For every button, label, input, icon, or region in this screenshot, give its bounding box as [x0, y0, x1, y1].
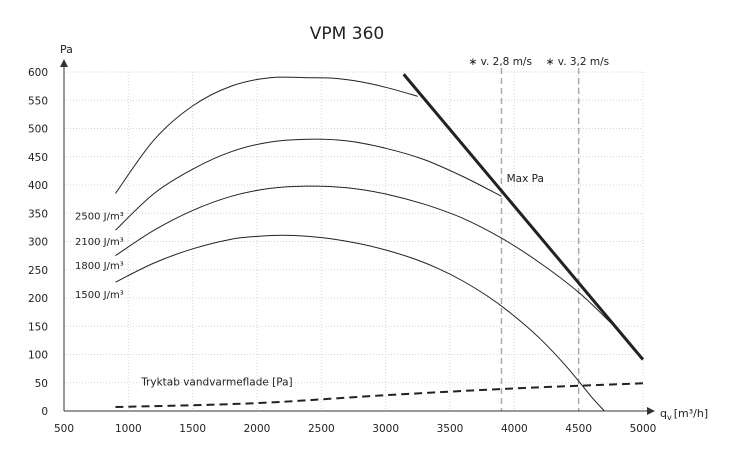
x-axis-label-main: q [660, 407, 667, 420]
y-tick-label: 400 [28, 180, 48, 192]
series-label-2: 2100 J/m³ [75, 237, 124, 248]
series-labels: 2500 J/m³ 2100 J/m³ 1800 J/m³ 1500 J/m³ [75, 212, 124, 302]
x-tick-label: 500 [54, 423, 74, 435]
series-label-1: 2500 J/m³ [75, 212, 124, 223]
y-axis-label: Pa [60, 43, 73, 56]
y-tick-label: 350 [28, 208, 48, 220]
y-tick-label: 200 [28, 293, 48, 305]
fan-curve-2 [115, 138, 502, 231]
axes [60, 59, 655, 415]
fan-curves [115, 76, 612, 412]
velocity-marker-lines: ∗ v. 2,8 m/s ∗ v. 3,2 m/s [468, 56, 609, 411]
max-pressure-group: Max Pa [402, 73, 645, 361]
tick-labels: 0 50 100 150 200 250 300 350 400 450 500 550 600 500 1… [28, 67, 656, 435]
max-pressure-label: Max Pa [507, 173, 544, 185]
x-tick-label: 4500 [565, 423, 592, 435]
x-tick-label: 2500 [308, 423, 335, 435]
y-tick-label: 100 [28, 350, 48, 362]
y-tick-label: 300 [28, 237, 48, 249]
y-tick-label: 500 [28, 124, 48, 136]
y-tick-label: 600 [28, 67, 48, 79]
y-tick-label: 150 [28, 321, 48, 333]
y-axis-arrow [60, 59, 68, 67]
x-tick-label: 2000 [244, 423, 271, 435]
fan-curve-4 [115, 234, 605, 412]
x-tick-label: 4000 [501, 423, 528, 435]
y-tick-label: 250 [28, 265, 48, 277]
y-tick-label: 0 [41, 406, 48, 418]
series-label-3: 1800 J/m³ [75, 261, 124, 272]
velocity-label-1: ∗ v. 2,8 m/s [468, 56, 531, 68]
gridlines [64, 71, 644, 411]
x-axis-label-sub: v [667, 413, 672, 422]
pressure-drop-label: Tryktab vandvarmeflade [Pa] [140, 377, 292, 389]
fan-curve-1 [115, 76, 418, 194]
y-tick-label: 550 [28, 95, 48, 107]
y-tick-label: 450 [28, 152, 48, 164]
x-tick-label: 1500 [179, 423, 206, 435]
x-axis-arrow [647, 407, 655, 415]
pressure-drop-group: Tryktab vandvarmeflade [Pa] [115, 377, 644, 408]
series-label-4: 1500 J/m³ [75, 290, 124, 301]
chart-title: VPM 360 [310, 24, 384, 44]
x-tick-label: 1000 [115, 423, 142, 435]
max-pressure-line [402, 73, 645, 361]
x-axis-label-unit: [m³/h] [674, 407, 708, 420]
x-axis-label: qv [m³/h] [660, 407, 708, 422]
y-tick-label: 50 [35, 378, 48, 390]
velocity-label-2: ∗ v. 3,2 m/s [546, 56, 609, 68]
x-tick-label: 5000 [630, 423, 657, 435]
x-tick-label: 3000 [372, 423, 399, 435]
pressure-drop-line [115, 382, 644, 408]
x-tick-label: 3500 [437, 423, 464, 435]
fan-curve-3 [115, 185, 612, 324]
